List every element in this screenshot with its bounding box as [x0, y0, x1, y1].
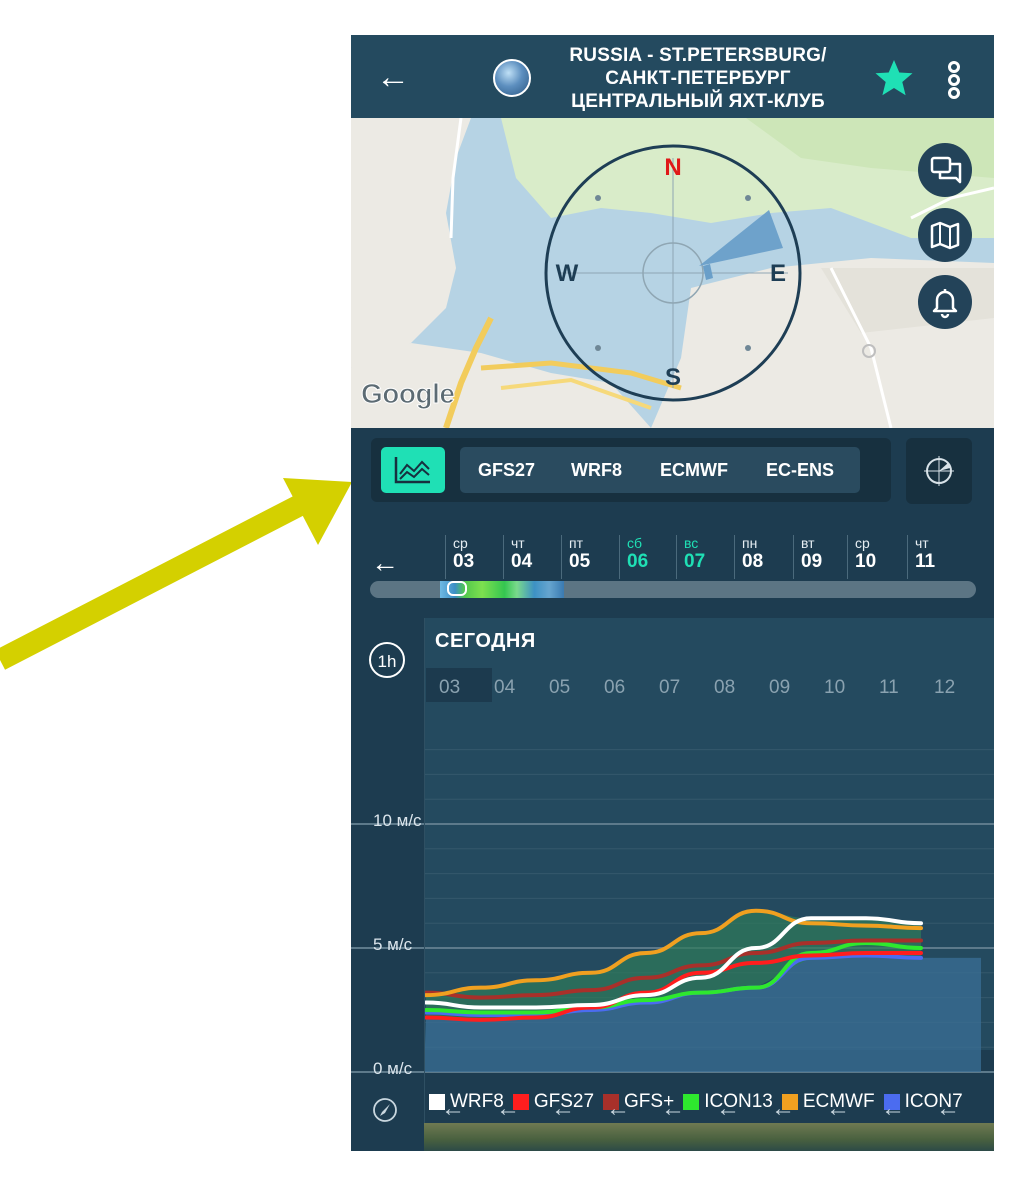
hour-label: 04 — [494, 677, 515, 699]
title-line-1: RUSSIA - ST.PETERSBURG/ — [537, 44, 859, 67]
wind-arrow-icon: ← — [441, 1095, 465, 1123]
chat-button[interactable] — [918, 143, 972, 197]
wind-rose-button[interactable] — [906, 438, 972, 504]
day-name: чт — [511, 535, 532, 551]
wind-arrow-icon: ← — [551, 1095, 575, 1123]
spot-title: RUSSIA - ST.PETERSBURG/ САНКТ-ПЕТЕРБУРГ … — [537, 44, 859, 113]
hour-label: 03 — [439, 677, 460, 699]
title-line-3: ЦЕНТРАЛЬНЫЙ ЯХТ-КЛУБ — [537, 90, 859, 113]
back-button[interactable]: ← — [373, 57, 413, 97]
day-2[interactable]: пт 05 — [561, 535, 590, 579]
top-bar: ← RUSSIA - ST.PETERSBURG/ САНКТ-ПЕТЕРБУР… — [351, 35, 994, 118]
day-5[interactable]: пн 08 — [734, 535, 763, 579]
compass-south: S — [665, 364, 681, 391]
bottom-forecast-strip — [424, 1123, 994, 1151]
day-4[interactable]: вс 07 — [676, 535, 705, 579]
tab-wrf8[interactable]: WRF8 — [571, 460, 622, 481]
wind-direction-icon — [372, 1097, 398, 1123]
hour-label: 09 — [769, 677, 790, 699]
day-7[interactable]: ср 10 — [847, 535, 876, 579]
app-screen: ← RUSSIA - ST.PETERSBURG/ САНКТ-ПЕТЕРБУР… — [351, 35, 994, 1151]
compass-west: W — [556, 260, 579, 287]
wind-chart-panel: 1h СЕГОДНЯ 03 04 05 06 07 08 09 10 11 12… — [351, 618, 994, 1151]
day-number: 06 — [627, 551, 648, 573]
wind-arrow-icon: ← — [661, 1095, 685, 1123]
day-number: 04 — [511, 551, 532, 573]
day-1[interactable]: чт 04 — [503, 535, 532, 579]
more-menu-icon[interactable] — [939, 59, 969, 101]
interval-toggle[interactable]: 1h — [369, 642, 405, 678]
day-number: 05 — [569, 551, 590, 573]
hour-label: 06 — [604, 677, 625, 699]
day-number: 03 — [453, 551, 474, 573]
wind-arrow-icon: ← — [606, 1095, 630, 1123]
favorite-star-icon[interactable] — [873, 57, 915, 99]
day-number: 11 — [915, 551, 935, 573]
day-name: вс — [684, 535, 705, 551]
compass-east: E — [770, 260, 786, 287]
day-name: вт — [801, 535, 822, 551]
day-name: чт — [915, 535, 935, 551]
tab-ec-ens[interactable]: EC-ENS — [766, 460, 834, 481]
wind-rose-icon — [906, 438, 972, 504]
day-0[interactable]: ср 03 — [445, 535, 474, 579]
y-label-5: 5 м/с — [373, 935, 412, 955]
y-label-10: 10 м/с — [373, 811, 422, 831]
hour-label: 10 — [824, 677, 845, 699]
map-layers-button[interactable] — [918, 208, 972, 262]
model-tabs: GFS27 WRF8 ECMWF EC-ENS — [460, 447, 860, 493]
chart-view-toggle[interactable] — [381, 447, 445, 493]
day-number: 08 — [742, 551, 763, 573]
wind-arrow-icon: ← — [881, 1095, 905, 1123]
day-3[interactable]: сб 06 — [619, 535, 648, 579]
hour-label: 11 — [879, 677, 899, 699]
date-back-arrow[interactable]: ← — [371, 549, 399, 577]
day-name: ср — [855, 535, 876, 551]
bell-icon — [918, 275, 972, 329]
chat-icon — [918, 143, 972, 197]
wind-arrow-icon: ← — [936, 1095, 960, 1123]
day-name: пн — [742, 535, 763, 551]
chart-icon — [381, 447, 445, 493]
google-attribution: Google — [361, 378, 454, 410]
tab-gfs27[interactable]: GFS27 — [478, 460, 535, 481]
day-name: пт — [569, 535, 590, 551]
compass-north: N — [664, 154, 681, 181]
day-8[interactable]: чт 11 — [907, 535, 935, 579]
spot-avatar[interactable] — [493, 59, 531, 97]
hour-label: 12 — [934, 677, 955, 699]
today-label: СЕГОДНЯ — [435, 630, 536, 653]
day-number: 07 — [684, 551, 705, 573]
wind-arrow-icon: ← — [771, 1095, 795, 1123]
wind-arrow-icon: ← — [496, 1095, 520, 1123]
day-name: ср — [453, 535, 474, 551]
hour-label: 05 — [549, 677, 570, 699]
map-icon — [918, 208, 972, 262]
y-label-0: 0 м/с — [373, 1059, 412, 1079]
day-name: сб — [627, 535, 648, 551]
spot-map[interactable]: N S E W Google — [351, 118, 994, 428]
hour-label: 08 — [714, 677, 735, 699]
day-6[interactable]: вт 09 — [793, 535, 822, 579]
timeline-handle[interactable] — [447, 581, 467, 596]
title-line-2: САНКТ-ПЕТЕРБУРГ — [537, 67, 859, 90]
model-selector: GFS27 WRF8 ECMWF EC-ENS — [371, 438, 891, 502]
wind-arrow-icon: ← — [826, 1095, 850, 1123]
hour-label: 07 — [659, 677, 680, 699]
wind-arrow-icon: ← — [716, 1095, 740, 1123]
day-number: 09 — [801, 551, 822, 573]
tab-ecmwf[interactable]: ECMWF — [660, 460, 728, 481]
alert-button[interactable] — [918, 275, 972, 329]
day-number: 10 — [855, 551, 876, 573]
date-strip: ← ср 03 чт 04 пт 05 сб 06 вс 07 пн 08 вт 09 ср 1… — [351, 515, 994, 615]
